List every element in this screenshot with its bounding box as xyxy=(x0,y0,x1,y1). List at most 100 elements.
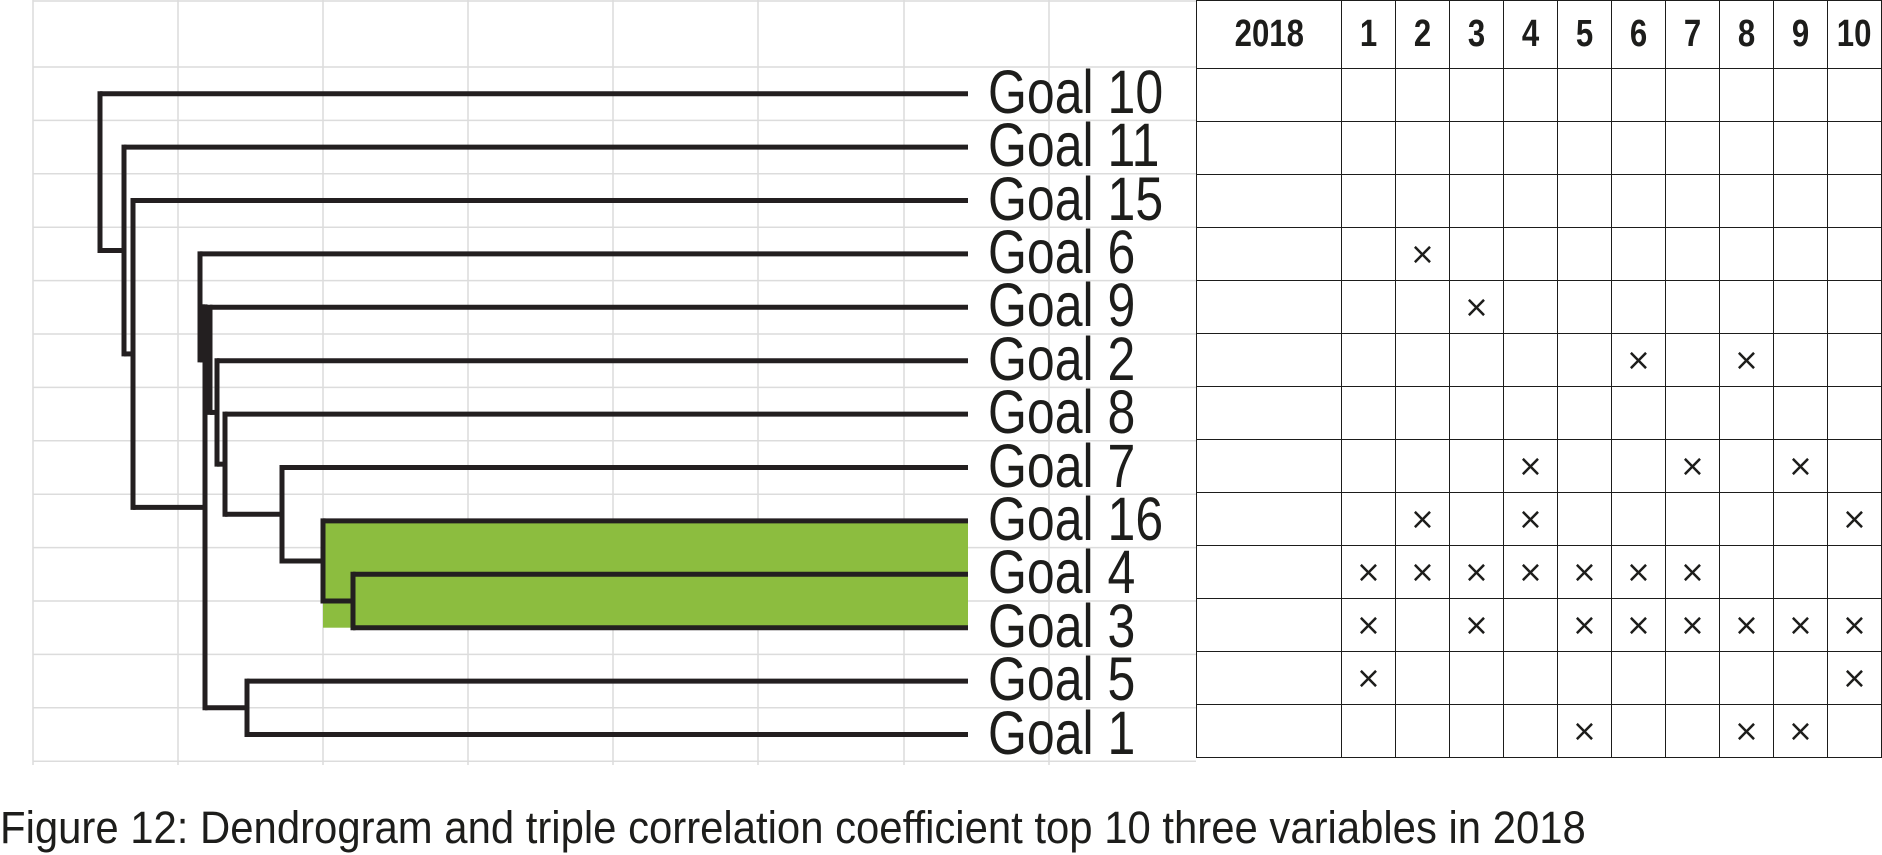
grid-lines xyxy=(32,0,1196,765)
matrix-cell xyxy=(1557,174,1612,228)
matrix-cell xyxy=(1611,68,1666,122)
matrix-row-lead-cell xyxy=(1196,68,1342,122)
matrix-row-lead-cell xyxy=(1196,386,1342,440)
matrix-cell xyxy=(1665,227,1720,281)
matrix-cell xyxy=(1665,386,1720,440)
correlation-mark: × xyxy=(1787,448,1814,484)
matrix-cell xyxy=(1827,333,1882,387)
dendrogram-svg xyxy=(32,0,1196,765)
matrix-cell xyxy=(1773,651,1828,705)
matrix-cell xyxy=(1557,280,1612,334)
correlation-mark: × xyxy=(1841,501,1868,537)
matrix-header-row: 2018 1 2 3 4 5 6 7 8 9 10 xyxy=(1196,0,1882,69)
matrix-row-lead-cell xyxy=(1196,492,1342,546)
matrix-cell xyxy=(1341,439,1396,493)
matrix-cell: × xyxy=(1503,439,1558,493)
matrix-cell xyxy=(1827,280,1882,334)
matrix-cell xyxy=(1449,492,1504,546)
matrix-cell xyxy=(1665,68,1720,122)
matrix-cell xyxy=(1719,545,1774,599)
correlation-mark: × xyxy=(1409,554,1436,590)
matrix-col-header: 2 xyxy=(1395,0,1450,69)
matrix-cell xyxy=(1341,333,1396,387)
leaf-label: Goal 3 xyxy=(988,591,1136,660)
matrix-row-lead-cell xyxy=(1196,333,1342,387)
matrix-cell: × xyxy=(1341,598,1396,652)
matrix-cell xyxy=(1665,492,1720,546)
matrix-row: × × xyxy=(1196,333,1882,387)
matrix-col-header: 8 xyxy=(1719,0,1774,69)
matrix-cell xyxy=(1719,68,1774,122)
matrix-cell xyxy=(1449,439,1504,493)
matrix-cell xyxy=(1395,333,1450,387)
correlation-mark: × xyxy=(1571,554,1598,590)
matrix-cell xyxy=(1557,651,1612,705)
matrix-cell xyxy=(1449,227,1504,281)
matrix-cell xyxy=(1503,227,1558,281)
correlation-mark: × xyxy=(1355,660,1382,696)
matrix-row-lead-cell xyxy=(1196,651,1342,705)
matrix-cell xyxy=(1341,492,1396,546)
matrix-cell xyxy=(1611,386,1666,440)
matrix-cell: × xyxy=(1719,598,1774,652)
matrix-cell xyxy=(1395,598,1450,652)
correlation-mark: × xyxy=(1625,554,1652,590)
matrix-cell: × xyxy=(1503,492,1558,546)
matrix-cell xyxy=(1827,439,1882,493)
matrix-cell xyxy=(1341,174,1396,228)
matrix-cell xyxy=(1503,68,1558,122)
matrix-cell xyxy=(1827,386,1882,440)
matrix-cell xyxy=(1557,227,1612,281)
correlation-mark: × xyxy=(1625,342,1652,378)
matrix-cell: × xyxy=(1395,492,1450,546)
matrix-row: × xyxy=(1196,280,1882,334)
matrix-cell: × xyxy=(1827,492,1882,546)
matrix-row xyxy=(1196,386,1882,440)
correlation-matrix: 2018 1 2 3 4 5 6 7 8 9 10 × × × × × × × × × × × × × × × × × × × × × × ×… xyxy=(1196,0,1882,758)
matrix-cell: × xyxy=(1395,227,1450,281)
matrix-cell xyxy=(1395,704,1450,758)
matrix-cell xyxy=(1341,68,1396,122)
matrix-cell xyxy=(1719,492,1774,546)
matrix-col-header: 10 xyxy=(1827,0,1882,69)
matrix-cell xyxy=(1773,545,1828,599)
matrix-cell: × xyxy=(1827,598,1882,652)
matrix-cell: × xyxy=(1719,704,1774,758)
matrix-cell: × xyxy=(1611,333,1666,387)
correlation-mark: × xyxy=(1787,607,1814,643)
matrix-cell: × xyxy=(1773,598,1828,652)
correlation-mark: × xyxy=(1679,448,1706,484)
correlation-mark: × xyxy=(1355,554,1382,590)
matrix-cell: × xyxy=(1449,280,1504,334)
correlation-mark: × xyxy=(1679,554,1706,590)
leaf-label: Goal 16 xyxy=(988,484,1164,553)
leaf-label: Goal 1 xyxy=(988,698,1136,767)
matrix-row: × × × × × × × xyxy=(1196,545,1882,599)
matrix-cell xyxy=(1503,704,1558,758)
leaf-label: Goal 4 xyxy=(988,538,1136,607)
matrix-cell xyxy=(1827,68,1882,122)
matrix-cell xyxy=(1719,174,1774,228)
correlation-mark: × xyxy=(1463,289,1490,325)
matrix-cell xyxy=(1611,492,1666,546)
correlation-mark: × xyxy=(1571,713,1598,749)
matrix-cell xyxy=(1773,121,1828,175)
correlation-mark: × xyxy=(1733,342,1760,378)
correlation-mark: × xyxy=(1463,554,1490,590)
matrix-cell xyxy=(1773,174,1828,228)
matrix-cell xyxy=(1611,121,1666,175)
leaf-label: Goal 5 xyxy=(988,645,1136,714)
matrix-cell xyxy=(1341,386,1396,440)
matrix-row-lead-cell xyxy=(1196,280,1342,334)
matrix-cell xyxy=(1395,121,1450,175)
matrix-row: × × × xyxy=(1196,704,1882,758)
matrix-cell xyxy=(1773,492,1828,546)
matrix-row: × × × xyxy=(1196,492,1882,546)
matrix-cell xyxy=(1503,333,1558,387)
matrix-year-header: 2018 xyxy=(1196,0,1342,69)
correlation-mark: × xyxy=(1571,607,1598,643)
matrix-cell xyxy=(1611,174,1666,228)
matrix-row xyxy=(1196,174,1882,228)
matrix-cell xyxy=(1719,227,1774,281)
matrix-cell xyxy=(1719,386,1774,440)
